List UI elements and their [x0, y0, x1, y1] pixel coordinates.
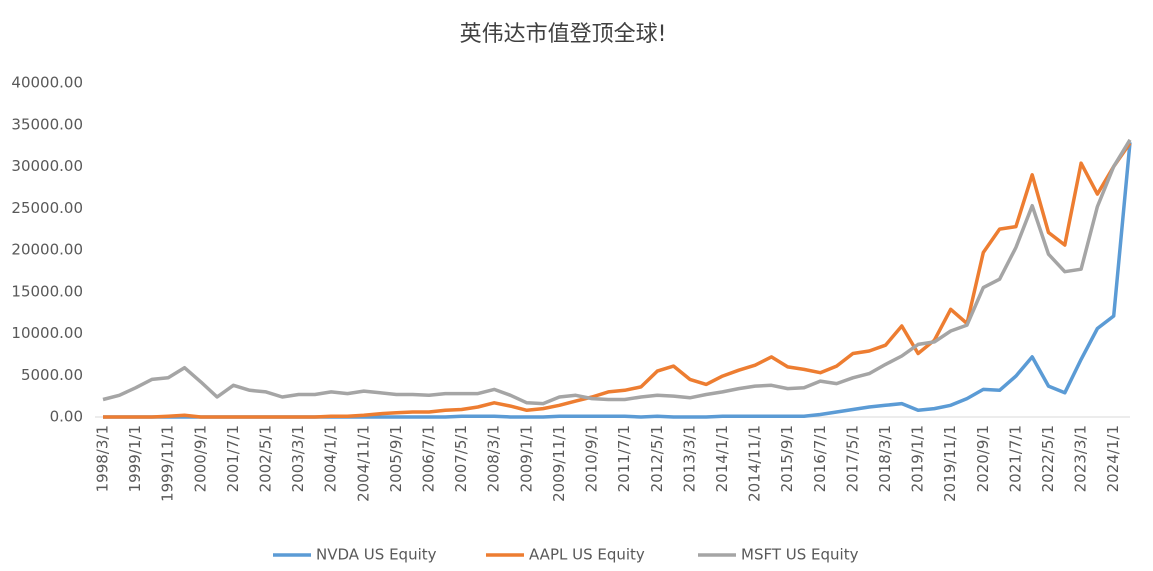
- x-tick-label: 2019/1/1: [909, 425, 927, 492]
- x-tick-label: 2012/5/1: [648, 425, 666, 492]
- y-tick-label: 15000.00: [11, 282, 83, 300]
- legend-label: MSFT US Equity: [741, 546, 859, 564]
- x-tick-label: 2019/11/1: [941, 425, 959, 502]
- x-tick-label: 2020/9/1: [974, 425, 992, 492]
- x-tick-label: 2002/5/1: [257, 425, 275, 492]
- x-tick-label: 2015/9/1: [778, 425, 796, 492]
- x-tick-label: 2018/3/1: [876, 425, 894, 492]
- x-tick-label: 2017/5/1: [843, 425, 861, 492]
- x-tick-label: 2024/1/1: [1104, 425, 1122, 492]
- x-tick-label: 2010/9/1: [583, 425, 601, 492]
- y-tick-label: 10000.00: [11, 324, 83, 342]
- y-tick-label: 5000.00: [21, 366, 83, 384]
- x-tick-label: 1999/1/1: [126, 425, 144, 492]
- x-tick-label: 2007/5/1: [452, 425, 470, 492]
- x-tick-label: 2021/7/1: [1006, 425, 1024, 492]
- x-tick-label: 2014/11/1: [746, 425, 764, 502]
- x-tick-label: 2000/9/1: [191, 425, 209, 492]
- series-line: [102, 138, 1132, 406]
- chart-title: 英伟达市值登顶全球!: [460, 22, 667, 47]
- x-tick-label: 2022/5/1: [1039, 425, 1057, 492]
- x-tick-label: 2009/11/1: [550, 425, 568, 502]
- x-tick-label: 2009/1/1: [517, 425, 535, 492]
- legend-label: NVDA US Equity: [316, 546, 437, 564]
- x-tick-label: 1999/11/1: [159, 425, 177, 502]
- y-tick-label: 25000.00: [11, 199, 83, 217]
- x-tick-label: 2014/1/1: [713, 425, 731, 492]
- series-line: [103, 142, 1132, 419]
- y-tick-label: 30000.00: [11, 157, 83, 175]
- x-tick-label: 2001/7/1: [224, 425, 242, 492]
- y-tick-label: 35000.00: [11, 115, 83, 133]
- legend-label: AAPL US Equity: [529, 546, 645, 564]
- x-tick-label: 2004/1/1: [322, 425, 340, 492]
- x-tick-label: 2011/7/1: [615, 425, 633, 492]
- x-tick-label: 2023/3/1: [1072, 425, 1090, 492]
- x-tick-label: 2008/3/1: [485, 425, 503, 492]
- x-tick-label: 2006/7/1: [420, 425, 438, 492]
- x-tick-label: 1998/3/1: [94, 425, 112, 492]
- y-tick-label: 0.00: [50, 408, 83, 426]
- x-tick-label: 2003/3/1: [289, 425, 307, 492]
- y-tick-label: 20000.00: [11, 241, 83, 259]
- y-tick-label: 40000.00: [11, 74, 83, 92]
- x-tick-label: 2016/7/1: [811, 425, 829, 492]
- x-tick-label: 2013/3/1: [680, 425, 698, 492]
- x-tick-label: 2005/9/1: [387, 425, 405, 492]
- x-tick-label: 2004/11/1: [354, 425, 372, 502]
